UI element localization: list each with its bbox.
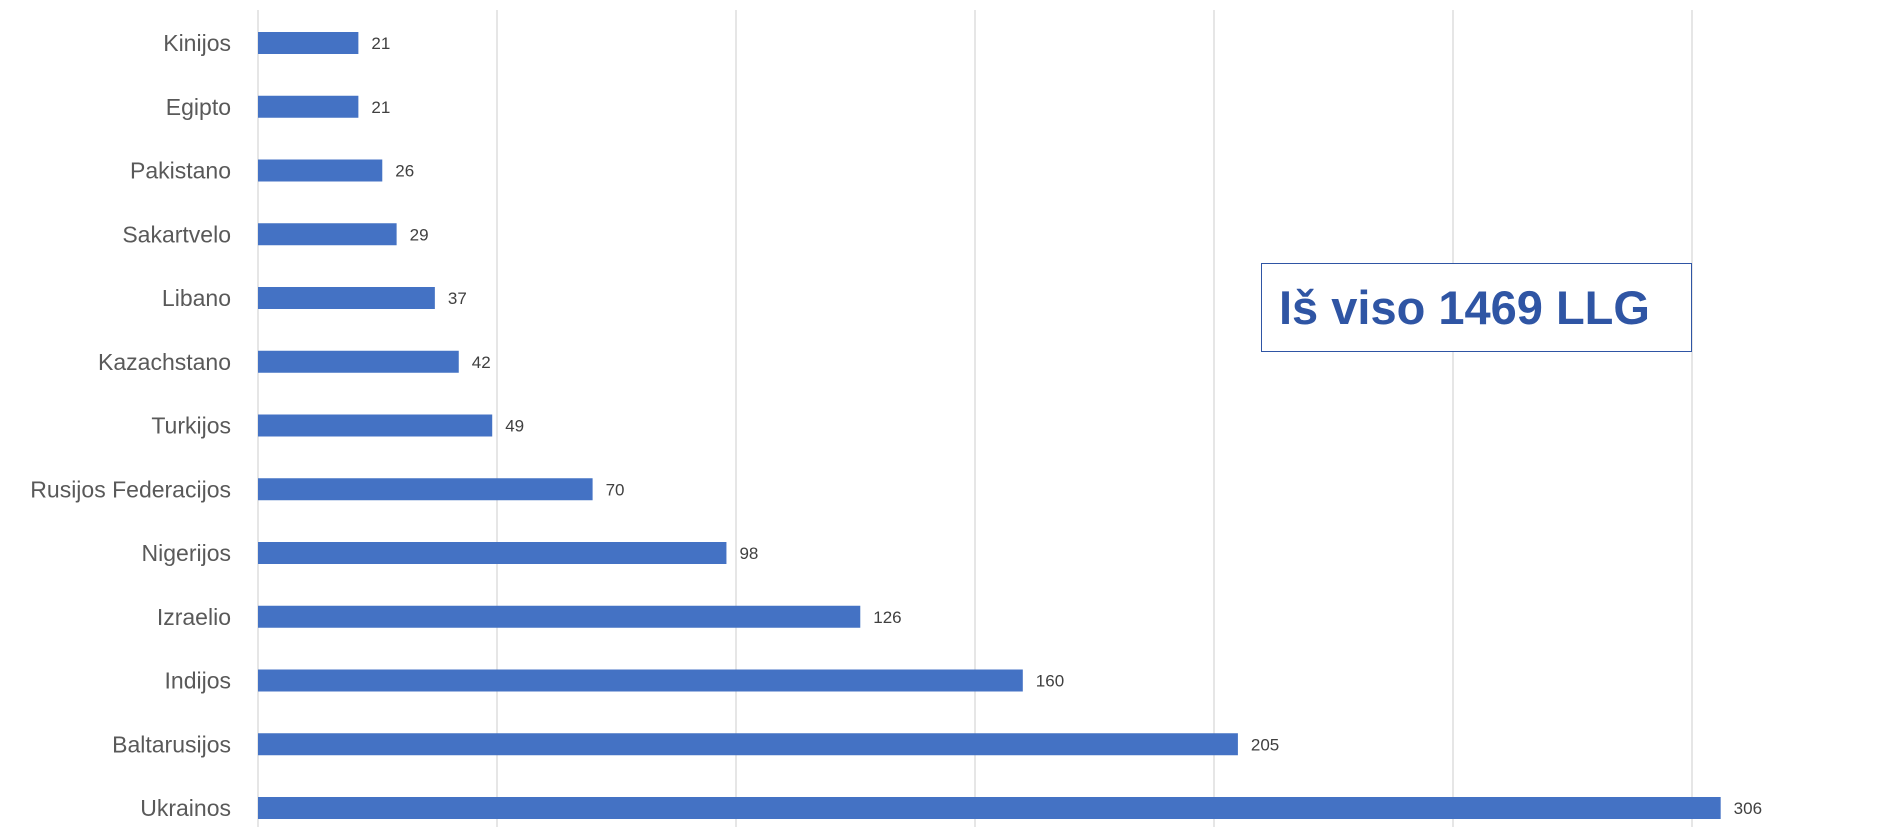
bars — [258, 32, 1721, 819]
data-label-9: 126 — [873, 608, 901, 627]
bar-0 — [258, 32, 359, 54]
data-label-12: 306 — [1734, 799, 1762, 818]
data-label-11: 205 — [1251, 735, 1279, 754]
bar-5 — [258, 350, 459, 373]
bar-8 — [258, 542, 727, 564]
category-label-9: Izraelio — [157, 604, 231, 630]
data-label-8: 98 — [739, 544, 758, 563]
data-label-0: 21 — [371, 34, 390, 53]
bar-10 — [258, 669, 1023, 692]
data-label-2: 26 — [395, 162, 414, 181]
category-label-0: Kinijos — [163, 30, 231, 56]
category-label-5: Kazachstano — [98, 349, 231, 375]
data-label-1: 21 — [371, 98, 390, 117]
category-label-11: Baltarusijos — [112, 731, 231, 757]
category-label-3: Sakartvelo — [122, 221, 231, 247]
total-annotation-text: Iš viso 1469 LLG — [1279, 281, 1650, 334]
data-label-3: 29 — [410, 225, 429, 244]
bar-1 — [258, 95, 359, 118]
category-label-8: Nigerijos — [142, 540, 231, 566]
data-labels: 21 21 26 29 37 42 49 70 98 126 160 205 306 — [371, 34, 1762, 818]
gridlines — [257, 10, 1693, 827]
category-label-7: Rusijos Federacijos — [30, 476, 231, 502]
data-label-4: 37 — [448, 289, 467, 308]
bar-11 — [258, 733, 1238, 756]
data-label-7: 70 — [606, 480, 625, 499]
category-label-6: Turkijos — [151, 413, 231, 439]
bar-7 — [258, 478, 593, 501]
bar-6 — [258, 414, 493, 437]
category-labels: Kinijos Egipto Pakistano Sakartvelo Libano Ka… — [30, 30, 231, 821]
category-label-4: Libano — [162, 285, 231, 311]
bar-9 — [258, 605, 861, 628]
category-label-12: Ukrainos — [140, 795, 231, 821]
data-label-5: 42 — [472, 353, 491, 372]
category-label-1: Egipto — [166, 94, 231, 120]
category-label-10: Indijos — [165, 668, 231, 694]
bar-2 — [258, 159, 383, 182]
bar-4 — [258, 287, 435, 309]
data-label-10: 160 — [1036, 672, 1064, 691]
bar-3 — [258, 223, 397, 246]
total-annotation-box: Iš viso 1469 LLG — [1261, 263, 1692, 352]
category-label-2: Pakistano — [130, 158, 231, 184]
data-label-6: 49 — [505, 417, 524, 436]
bar-12 — [258, 797, 1721, 819]
